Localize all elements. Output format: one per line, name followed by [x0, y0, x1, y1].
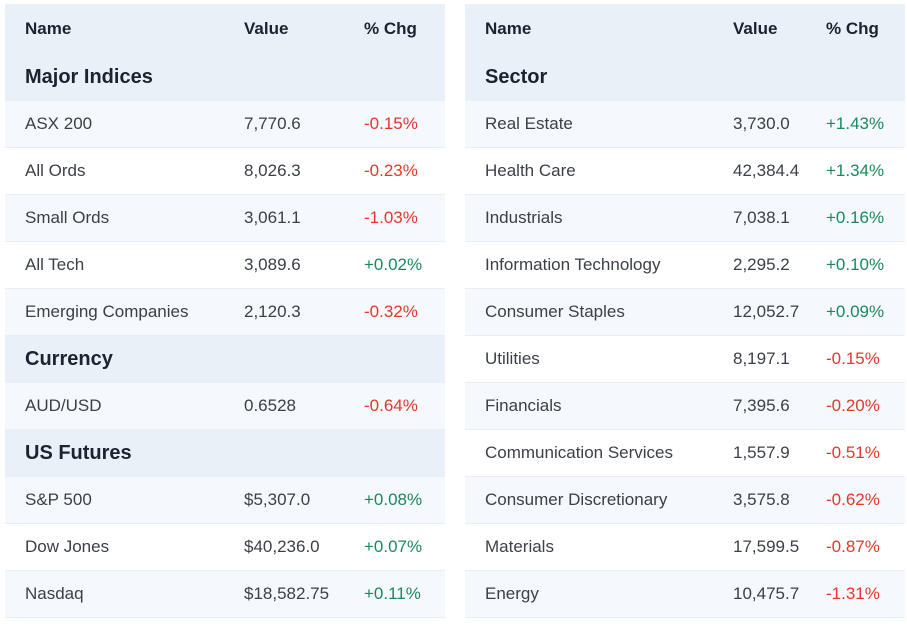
table-row[interactable]: Small Ords 3,061.1 -1.03% [5, 195, 445, 242]
column-header-name[interactable]: Name [25, 19, 72, 38]
row-value: 10,475.7 [733, 584, 800, 603]
row-value: $40,236.0 [244, 537, 320, 556]
row-value: 3,089.6 [244, 255, 301, 274]
row-change: +1.43% [826, 114, 885, 133]
table-header: Name Value % Chg [5, 4, 445, 54]
column-header-change[interactable]: % Chg [364, 19, 417, 38]
row-name[interactable]: Small Ords [25, 208, 110, 227]
section-heading: Sector [465, 54, 905, 101]
row-change: -0.87% [826, 537, 880, 556]
table-row[interactable]: Dow Jones $40,236.0 +0.07% [5, 524, 445, 571]
row-name[interactable]: Health Care [485, 161, 576, 180]
table-row[interactable]: Real Estate 3,730.0 +1.43% [465, 101, 905, 148]
row-change: -1.31% [826, 584, 880, 603]
table-row[interactable]: AUD/USD 0.6528 -0.64% [5, 383, 445, 430]
column-header-value[interactable]: Value [733, 19, 778, 38]
table-row[interactable]: Financials 7,395.6 -0.20% [465, 383, 905, 430]
row-name[interactable]: Nasdaq [25, 584, 84, 603]
row-value: 7,395.6 [733, 396, 790, 415]
row-value: 8,197.1 [733, 349, 790, 368]
table-row[interactable]: Consumer Discretionary 3,575.8 -0.62% [465, 477, 905, 524]
row-name[interactable]: Information Technology [485, 255, 661, 274]
table-body: Sector Real Estate 3,730.0 +1.43% Health Car… [465, 54, 905, 618]
row-value: 3,575.8 [733, 490, 790, 509]
row-name[interactable]: Communication Services [485, 443, 674, 462]
row-value: 12,052.7 [733, 302, 800, 321]
row-value: 17,599.5 [733, 537, 800, 556]
row-change: -0.15% [826, 349, 880, 368]
row-name[interactable]: Emerging Companies [25, 302, 189, 321]
section-heading: Currency [5, 336, 445, 383]
table-row[interactable]: ASX 200 7,770.6 -0.15% [5, 101, 445, 148]
row-change: -0.15% [364, 114, 418, 133]
column-header-value[interactable]: Value [244, 19, 289, 38]
table-header: Name Value % Chg [465, 4, 905, 54]
row-change: +0.07% [364, 537, 423, 556]
row-change: +0.10% [826, 255, 885, 274]
column-header-change[interactable]: % Chg [826, 19, 879, 38]
row-value: 1,557.9 [733, 443, 790, 462]
row-name[interactable]: Real Estate [485, 114, 573, 133]
row-name[interactable]: Financials [485, 396, 562, 415]
row-name[interactable]: AUD/USD [25, 396, 102, 415]
row-name[interactable]: Dow Jones [25, 537, 110, 556]
table-row[interactable]: Industrials 7,038.1 +0.16% [465, 195, 905, 242]
row-name[interactable]: Consumer Staples [485, 302, 625, 321]
row-value: 8,026.3 [244, 161, 301, 180]
table-row[interactable]: All Tech 3,089.6 +0.02% [5, 242, 445, 289]
row-value: 3,730.0 [733, 114, 790, 133]
section-heading: Major Indices [5, 54, 445, 101]
table-row[interactable]: Information Technology 2,295.2 +0.10% [465, 242, 905, 289]
table-row[interactable]: Materials 17,599.5 -0.87% [465, 524, 905, 571]
row-change: +0.11% [364, 584, 421, 603]
row-change: -0.20% [826, 396, 880, 415]
row-change: -0.32% [364, 302, 418, 321]
row-name[interactable]: S&P 500 [25, 490, 92, 509]
sector-table: Name Value % Chg Sector Real Estate 3,730.… [465, 4, 905, 618]
row-value: 2,120.3 [244, 302, 301, 321]
market-indices-table: Name Value % Chg Major Indices ASX 200 7,7… [5, 4, 445, 618]
row-value: 0.6528 [244, 396, 296, 415]
table-row[interactable]: All Ords 8,026.3 -0.23% [5, 148, 445, 195]
row-value: 42,384.4 [733, 161, 800, 180]
table-body: Major Indices ASX 200 7,770.6 -0.15% All Ord… [5, 54, 445, 618]
row-value: $18,582.75 [244, 584, 330, 603]
section-heading: US Futures [5, 430, 445, 477]
column-header-name[interactable]: Name [485, 19, 532, 38]
row-change: -0.62% [826, 490, 880, 509]
row-change: +0.09% [826, 302, 885, 321]
table-row[interactable]: Consumer Staples 12,052.7 +0.09% [465, 289, 905, 336]
row-name[interactable]: All Tech [25, 255, 85, 274]
table-row[interactable]: Emerging Companies 2,120.3 -0.32% [5, 289, 445, 336]
row-change: +0.16% [826, 208, 885, 227]
row-name[interactable]: ASX 200 [25, 114, 93, 133]
row-change: +1.34% [826, 161, 885, 180]
row-name[interactable]: All Ords [25, 161, 86, 180]
row-change: -1.03% [364, 208, 418, 227]
row-change: -0.64% [364, 396, 418, 415]
row-value: $5,307.0 [244, 490, 311, 509]
row-value: 2,295.2 [733, 255, 790, 274]
table-row[interactable]: Nasdaq $18,582.75 +0.11% [5, 571, 445, 618]
row-value: 7,770.6 [244, 114, 301, 133]
table-row[interactable]: Utilities 8,197.1 -0.15% [465, 336, 905, 383]
row-value: 7,038.1 [733, 208, 790, 227]
row-name[interactable]: Materials [485, 537, 554, 556]
row-change: -0.23% [364, 161, 418, 180]
table-row[interactable]: Energy 10,475.7 -1.31% [465, 571, 905, 618]
row-name[interactable]: Utilities [485, 349, 540, 368]
row-change: +0.02% [364, 255, 423, 274]
row-name[interactable]: Industrials [485, 208, 563, 227]
table-row[interactable]: Health Care 42,384.4 +1.34% [465, 148, 905, 195]
row-name[interactable]: Consumer Discretionary [485, 490, 668, 509]
table-row[interactable]: Communication Services 1,557.9 -0.51% [465, 430, 905, 477]
table-row[interactable]: S&P 500 $5,307.0 +0.08% [5, 477, 445, 524]
row-change: -0.51% [826, 443, 880, 462]
row-value: 3,061.1 [244, 208, 301, 227]
row-name[interactable]: Energy [485, 584, 539, 603]
row-change: +0.08% [364, 490, 423, 509]
